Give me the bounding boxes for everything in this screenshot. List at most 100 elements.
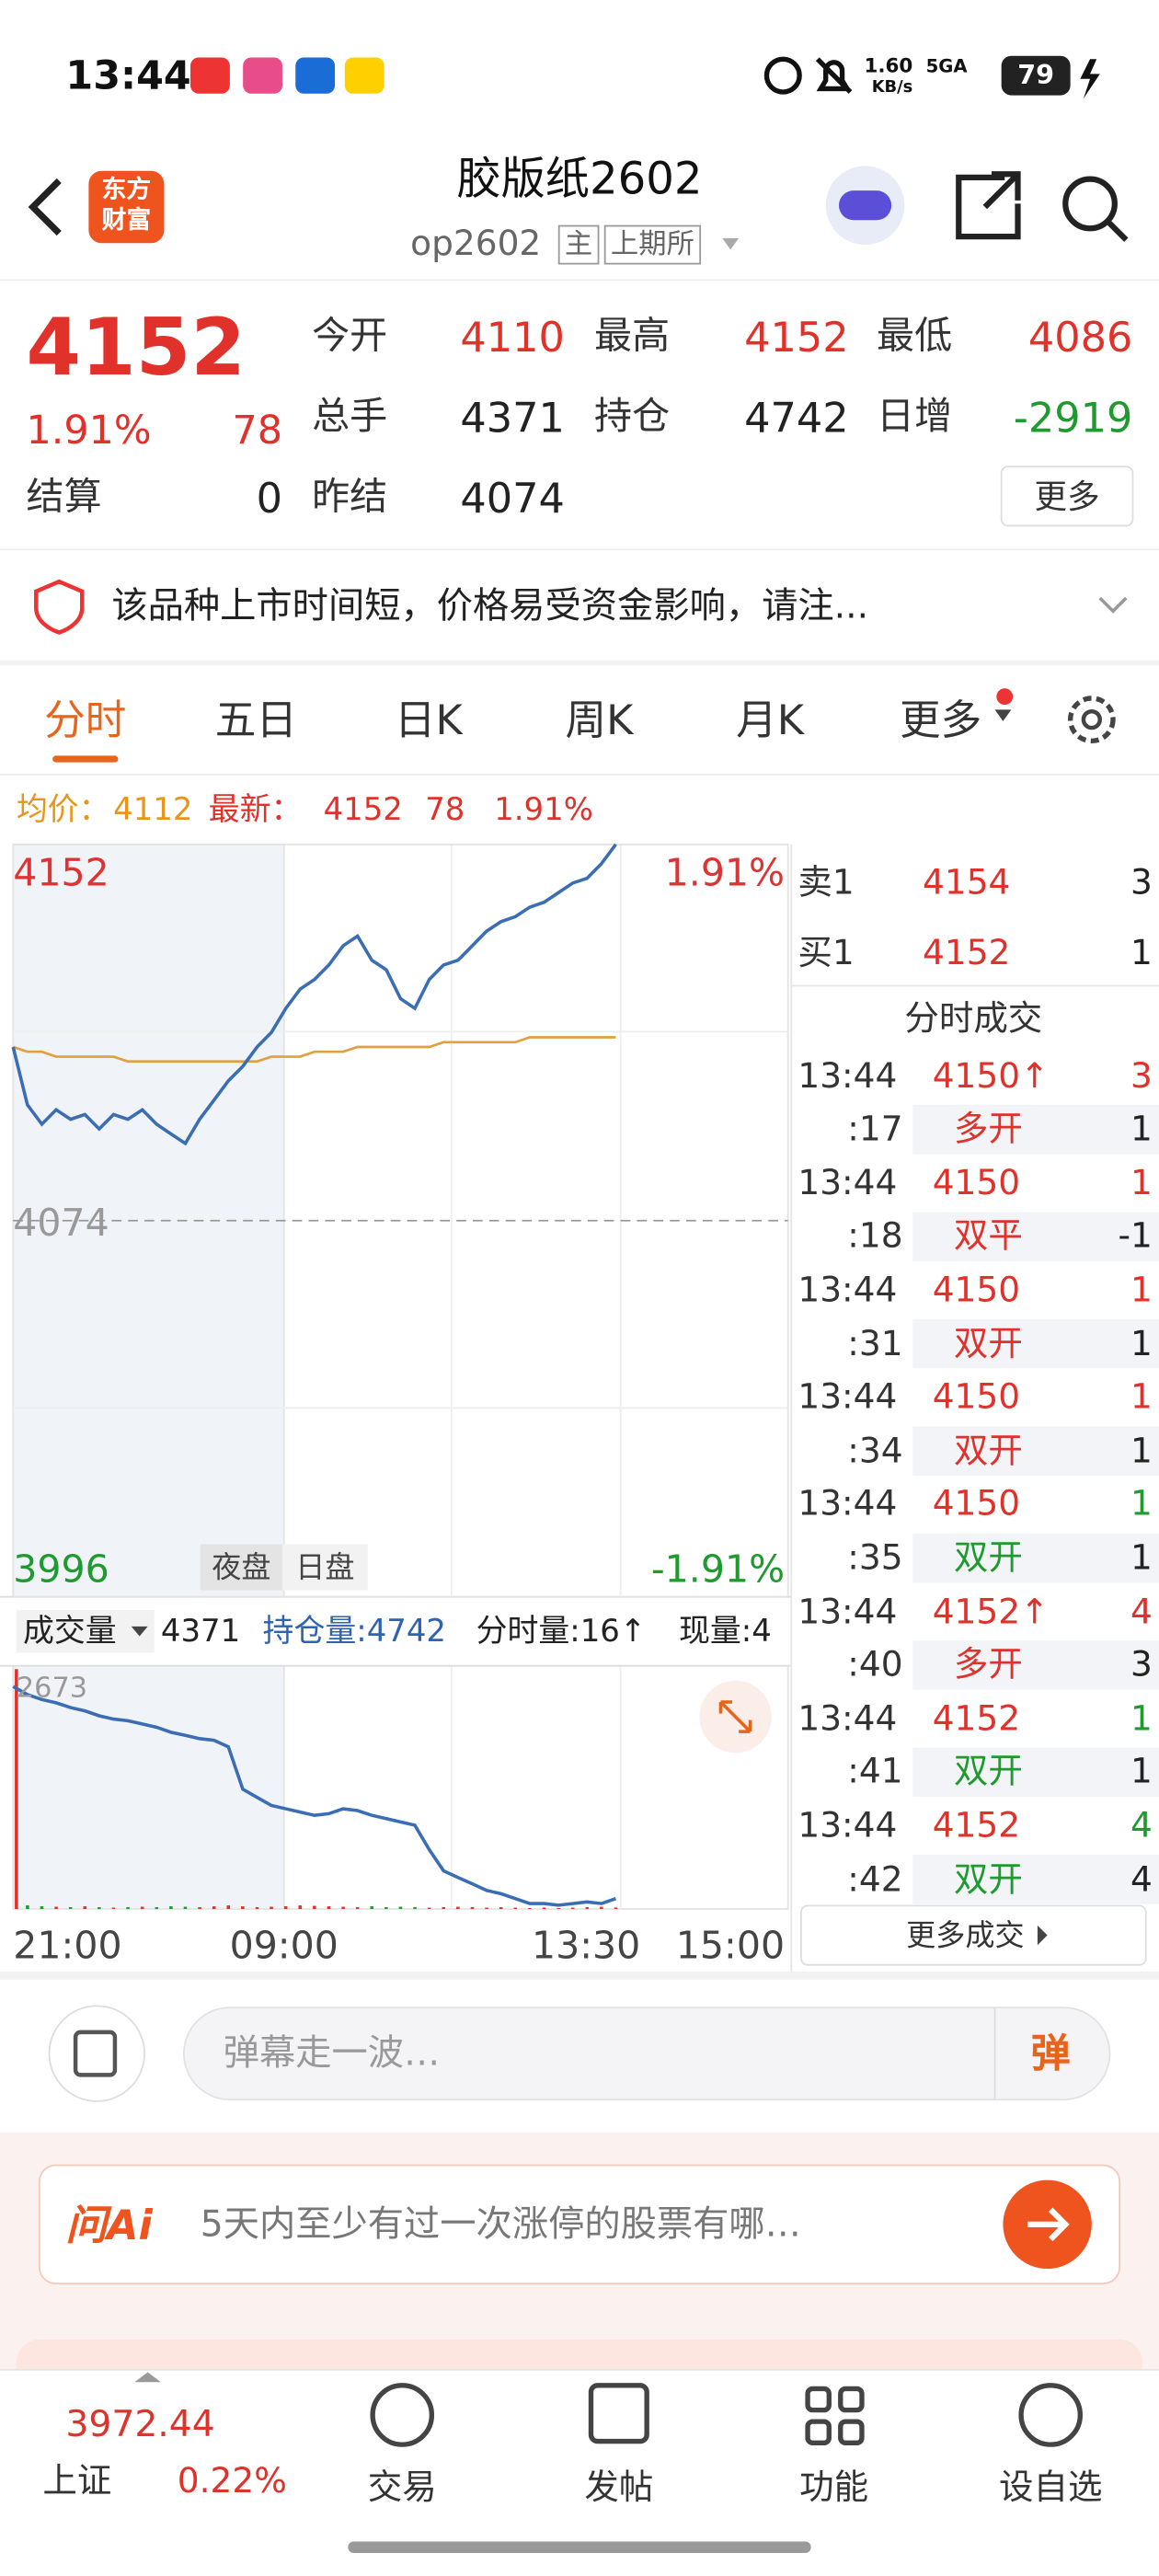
tab[interactable]: 周K xyxy=(565,696,634,744)
nav-item[interactable]: 设自选 xyxy=(998,2467,1103,2507)
session-tag[interactable] xyxy=(281,1544,368,1591)
trade-price: 4150 xyxy=(932,1162,1021,1202)
field-label: 持仓 xyxy=(594,396,671,439)
trade-kind-qty: 1 xyxy=(1130,1109,1153,1149)
x-tick-label: 21:00 xyxy=(13,1925,122,1969)
more-trades-button[interactable] xyxy=(800,1904,1147,1966)
trade-sec: :31 xyxy=(847,1323,903,1363)
volume-bar xyxy=(83,1906,87,1909)
trade-kind-qty: 1 xyxy=(1130,1752,1153,1791)
ai-box[interactable] xyxy=(38,2164,1121,2285)
tab[interactable]: 分时 xyxy=(44,696,127,744)
volume-select[interactable] xyxy=(16,1609,155,1653)
trade-kind: 双开 xyxy=(953,1323,1023,1363)
volume-bar xyxy=(370,1906,374,1909)
trade-row-bg xyxy=(912,1640,1159,1690)
app-icon xyxy=(243,57,282,94)
volume-bar xyxy=(384,1907,388,1909)
nav-item[interactable]: 功能 xyxy=(799,2467,869,2507)
share-button[interactable] xyxy=(956,171,1021,240)
night-session-bg xyxy=(13,844,284,1909)
tab[interactable]: 五日 xyxy=(214,696,298,744)
trade-time: 13:44 xyxy=(798,1697,898,1738)
trade-sec: :34 xyxy=(847,1430,903,1470)
book-qty: 1 xyxy=(1130,932,1153,972)
select-arrow xyxy=(131,1626,148,1637)
change-pct: 1.91% xyxy=(26,407,152,454)
volume-bar xyxy=(140,1906,144,1909)
volume-bar xyxy=(169,1906,173,1909)
note-button[interactable] xyxy=(48,2005,145,2102)
volume-bar xyxy=(600,1906,603,1909)
comment-input[interactable] xyxy=(182,2007,1111,2101)
x-tick-label: 13:30 xyxy=(531,1925,641,1969)
watch-icon xyxy=(1018,2383,1084,2447)
tab[interactable]: 更多 xyxy=(899,696,982,744)
back-button[interactable] xyxy=(28,178,62,236)
network: 5GA xyxy=(925,54,968,77)
trade-price: 4150↑ xyxy=(932,1055,1050,1096)
volume-bar xyxy=(241,1906,245,1909)
post-icon xyxy=(588,2383,649,2444)
more-button[interactable] xyxy=(1000,466,1134,527)
nav-item[interactable]: 发帖 xyxy=(584,2467,654,2507)
tab[interactable]: 月K xyxy=(736,696,804,744)
session-tag[interactable] xyxy=(200,1544,282,1591)
y-tick-label: 3996 xyxy=(13,1548,109,1593)
trades-title: 分时成交 xyxy=(904,997,1043,1038)
func-icon xyxy=(838,2386,865,2413)
volume-bar xyxy=(327,1906,331,1909)
trade-sec: :42 xyxy=(847,1858,903,1899)
book-label: 卖1 xyxy=(798,861,855,902)
trade-kind-qty: 1 xyxy=(1130,1430,1153,1470)
trade-kind: 双开 xyxy=(953,1752,1023,1791)
trade-kind-qty: 4 xyxy=(1130,1858,1153,1899)
volume-bar xyxy=(398,1906,403,1909)
book-price: 4154 xyxy=(923,861,1011,902)
battery-icon xyxy=(1001,55,1071,96)
tab[interactable]: 日K xyxy=(394,696,463,744)
more-trades[interactable]: 更多成交 xyxy=(906,1917,1025,1953)
notice: 该品种上市时间短，价格易受资金影响，请注... xyxy=(111,585,869,627)
volume-bar xyxy=(183,1906,188,1909)
dropdown[interactable] xyxy=(722,237,740,250)
more-label[interactable]: 更多 xyxy=(1034,476,1100,516)
volume-label: 成交量 xyxy=(22,1612,117,1649)
volume-bar xyxy=(298,1905,303,1909)
volume-bar xyxy=(283,1906,288,1909)
index-arrow xyxy=(134,2372,161,2383)
trade-price: 4152 xyxy=(932,1805,1021,1846)
summary-value: 4152 xyxy=(323,790,403,828)
app-icon xyxy=(344,57,384,94)
expand[interactable] xyxy=(1098,596,1128,614)
price: 4152 xyxy=(26,301,246,394)
nav-item[interactable]: 交易 xyxy=(367,2467,437,2507)
trade-kind-qty: -1 xyxy=(1118,1215,1153,1256)
trade-kind: 多开 xyxy=(953,1644,1023,1685)
logo-bg xyxy=(88,170,165,244)
settings-button[interactable] xyxy=(1067,696,1116,744)
home-indicator xyxy=(348,2541,811,2553)
index-pct: 0.22% xyxy=(177,2460,287,2500)
trade-kind-qty: 1 xyxy=(1130,1323,1153,1363)
search-button[interactable] xyxy=(1062,176,1118,232)
index-name: 上证 xyxy=(42,2460,112,2500)
volume-bar xyxy=(270,1906,273,1909)
volume-bar xyxy=(413,1907,417,1909)
clock: 13:44 xyxy=(65,52,191,99)
trade-kind: 双开 xyxy=(953,1537,1023,1578)
trade-qty: 1 xyxy=(1130,1484,1153,1524)
arrow-icon xyxy=(1027,2207,1070,2242)
avg-label: 均价： xyxy=(16,790,110,828)
trade-time: 13:44 xyxy=(798,1591,898,1631)
trade-sec: :35 xyxy=(847,1537,903,1578)
x-tick-label: 09:00 xyxy=(229,1925,339,1969)
trade-price: 4152↑ xyxy=(932,1591,1050,1631)
trade-time: 13:44 xyxy=(798,1270,898,1310)
divider xyxy=(0,279,1159,282)
volume-bar xyxy=(68,1907,73,1909)
field-label: 结算 xyxy=(26,476,102,520)
field-value: -2919 xyxy=(1013,393,1133,442)
